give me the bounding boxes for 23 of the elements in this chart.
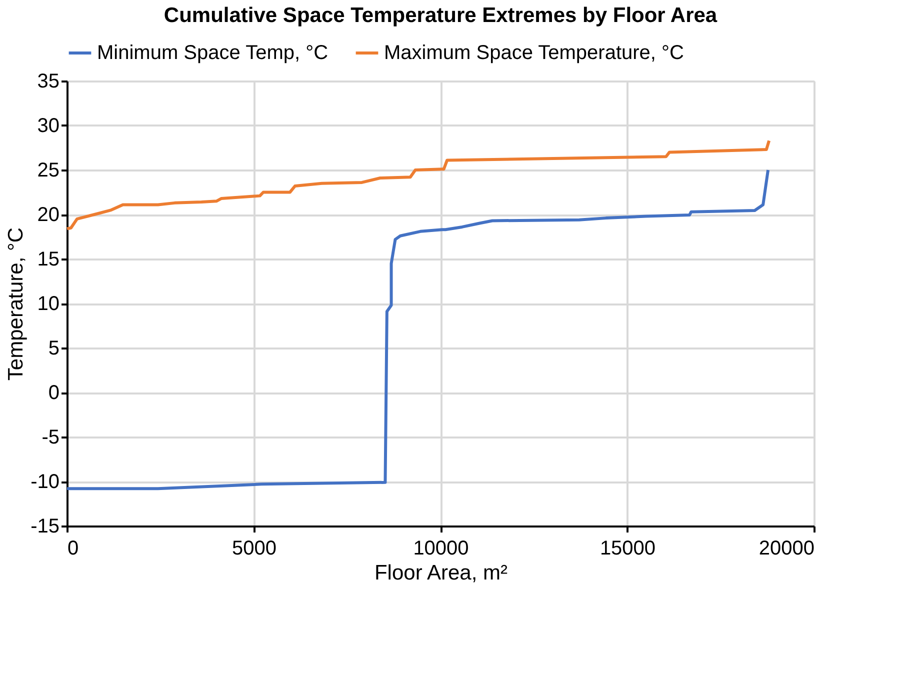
y-tick-label: -10 [30, 471, 60, 493]
x-axis-title: Floor Area, m² [374, 562, 508, 584]
line-series [66, 139, 771, 230]
y-tick-label: 10 [37, 293, 60, 315]
y-tick-label: 35 [37, 70, 60, 92]
y-tick-label: -5 [42, 426, 60, 448]
chart-title: Cumulative Space Temperature Extremes by Floor Area [164, 4, 718, 27]
y-tick-label: 25 [37, 160, 60, 182]
x-tick-label: 20000 [758, 538, 814, 560]
y-tick-label: 15 [37, 248, 60, 270]
legend-label: Maximum Space Temperature, °C [384, 42, 684, 64]
y-tick-label: 30 [37, 115, 60, 137]
line-series [66, 168, 770, 490]
x-tick-label: 15000 [600, 538, 656, 560]
legend-label: Minimum Space Temp, °C [97, 42, 328, 64]
x-tick-label: 5000 [232, 538, 276, 560]
y-tick-label: 5 [48, 338, 60, 360]
y-tick-label: -15 [30, 516, 60, 538]
x-tick-label: 10000 [413, 538, 469, 560]
y-axis-title: Temperature, °C [4, 227, 28, 381]
y-tick-label: 20 [37, 204, 60, 226]
x-tick-label: 0 [68, 538, 79, 560]
y-tick-label: 0 [48, 382, 60, 404]
